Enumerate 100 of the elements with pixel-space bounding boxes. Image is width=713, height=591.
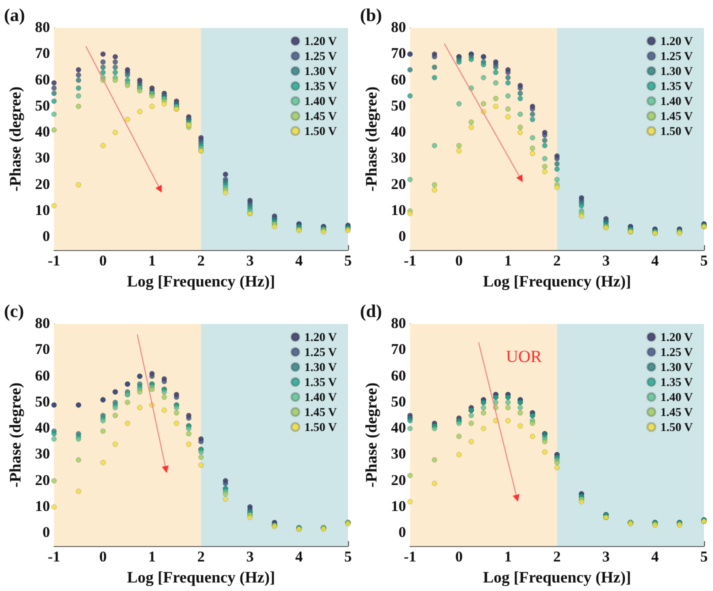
x-tick-label: 5 [344, 550, 352, 566]
y-tick-label: 70 [35, 46, 50, 62]
y-tick-label: 80 [35, 316, 50, 332]
x-tick-label: 5 [700, 254, 708, 270]
y-tick-label: 50 [35, 394, 50, 410]
y-tick-label: 60 [391, 368, 406, 384]
x-tick-label: -1 [404, 550, 416, 566]
legend-label: 1.30 V [304, 64, 338, 78]
y-tick-label: 70 [35, 342, 50, 358]
legend-label: 1.45 V [304, 109, 338, 123]
y-tick-label: 40 [391, 124, 406, 141]
x-tick-label: 4 [651, 550, 660, 566]
x-tick-label: -1 [48, 254, 60, 270]
legend-label: 1.35 V [660, 375, 694, 389]
legend-label: 1.20 V [304, 330, 338, 344]
y-tick-label: 0 [42, 525, 50, 542]
y-tick-label: 10 [391, 202, 406, 219]
y-tick-label: 60 [35, 72, 50, 88]
y-tick-label: 40 [35, 124, 50, 141]
legend-label: 1.30 V [660, 360, 694, 374]
x-tick-label: 1 [148, 254, 156, 270]
legend-label: 1.40 V [660, 94, 694, 108]
x-axis-title: Log [Frequency (Hz)] [482, 570, 632, 586]
x-tick-label: 3 [602, 254, 610, 270]
x-tick-label: -1 [48, 550, 60, 566]
chart-title: (b) [360, 5, 382, 25]
y-axis-title: -Phase (degree) [8, 86, 24, 192]
legend-label: 1.30 V [660, 64, 694, 78]
y-tick-label: 80 [35, 20, 50, 36]
x-tick-label: 4 [295, 550, 304, 566]
legend-label: 1.25 V [304, 345, 338, 359]
legend-label: 1.50 V [660, 124, 694, 138]
y-tick-label: 70 [391, 46, 406, 62]
legend-label: 1.20 V [660, 330, 694, 344]
x-tick-label: 1 [504, 254, 512, 270]
y-tick-label: 40 [391, 420, 406, 437]
chart-title: (d) [360, 301, 382, 321]
y-tick-label: 50 [391, 98, 406, 114]
legend-label: 1.50 V [304, 124, 338, 138]
x-tick-label: 5 [344, 254, 352, 270]
x-tick-label: 1 [504, 550, 512, 566]
legend-label: 1.40 V [304, 390, 338, 404]
y-tick-label: 10 [391, 498, 406, 515]
x-axis-title: Log [Frequency (Hz)] [482, 274, 632, 290]
y-axis-title: -Phase (degree) [8, 382, 24, 488]
y-tick-label: 50 [35, 98, 50, 114]
x-axis-title: Log [Frequency (Hz)] [126, 570, 276, 586]
x-tick-label: 0 [455, 550, 463, 566]
legend-label: 1.45 V [304, 405, 338, 419]
y-tick-label: 30 [391, 446, 406, 463]
x-tick-label: 1 [148, 550, 156, 566]
y-axis-title: -Phase (degree) [364, 86, 380, 192]
y-tick-label: 30 [391, 150, 406, 167]
y-tick-label: 0 [42, 229, 50, 246]
x-tick-label: 3 [246, 254, 254, 270]
annotation: UOR [506, 347, 543, 366]
y-tick-label: 60 [391, 72, 406, 88]
legend-label: 1.30 V [304, 360, 338, 374]
y-tick-label: 30 [35, 150, 50, 167]
legend-label: 1.50 V [304, 420, 338, 434]
x-tick-label: 4 [651, 254, 660, 270]
y-tick-label: 20 [35, 176, 50, 193]
y-tick-label: 40 [35, 420, 50, 437]
x-tick-label: 0 [455, 254, 463, 270]
legend-label: 1.45 V [660, 405, 694, 419]
legend-label: 1.20 V [660, 34, 694, 48]
legend-label: 1.25 V [660, 49, 694, 63]
x-tick-label: 3 [246, 550, 254, 566]
y-tick-label: 20 [35, 472, 50, 489]
x-tick-label: 3 [602, 550, 610, 566]
y-axis-title: -Phase (degree) [364, 382, 380, 488]
x-tick-label: 0 [99, 254, 107, 270]
legend-label: 1.35 V [304, 79, 338, 93]
legend-label: 1.40 V [304, 94, 338, 108]
y-tick-label: 80 [391, 20, 406, 36]
chart-title: (c) [4, 301, 24, 321]
x-tick-label: 2 [197, 254, 205, 270]
legend-label: 1.25 V [304, 49, 338, 63]
chart-title: (a) [4, 5, 25, 25]
legend-label: 1.25 V [660, 345, 694, 359]
x-tick-label: 5 [700, 550, 708, 566]
y-tick-label: 30 [35, 446, 50, 463]
y-tick-label: 80 [391, 316, 406, 332]
x-axis-title: Log [Frequency (Hz)] [126, 274, 276, 290]
legend-label: 1.50 V [660, 420, 694, 434]
y-tick-label: 60 [35, 368, 50, 384]
legend-label: 1.45 V [660, 109, 694, 123]
x-tick-label: -1 [404, 254, 416, 270]
x-tick-label: 4 [295, 254, 304, 270]
x-tick-label: 2 [553, 254, 561, 270]
y-tick-label: 20 [391, 472, 406, 489]
x-tick-label: 2 [197, 550, 205, 566]
legend-label: 1.35 V [304, 375, 338, 389]
legend-label: 1.35 V [660, 79, 694, 93]
legend-label: 1.40 V [660, 390, 694, 404]
y-tick-label: 20 [391, 176, 406, 193]
y-tick-label: 50 [391, 394, 406, 410]
y-tick-label: 10 [35, 498, 50, 515]
y-tick-label: 10 [35, 202, 50, 219]
x-tick-label: 0 [99, 550, 107, 566]
